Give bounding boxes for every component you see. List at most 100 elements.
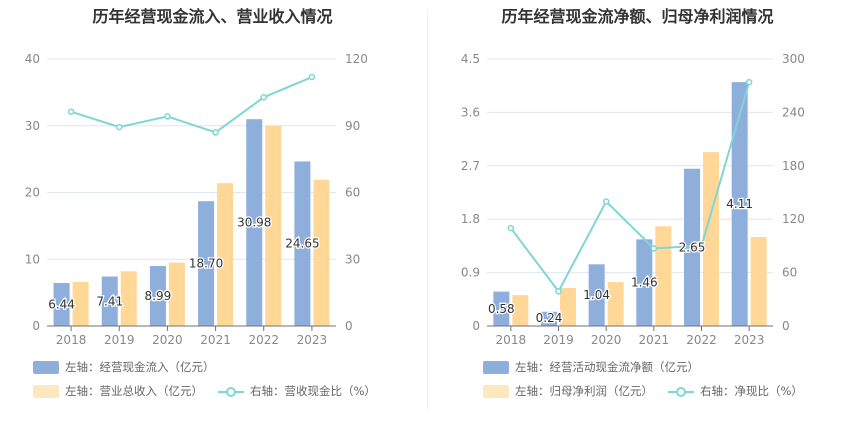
bar-左轴：经营现金流入（亿元） <box>101 276 118 326</box>
divider <box>427 10 428 410</box>
legend-swatch <box>483 360 509 374</box>
legend-item-series-3[interactable]: 右轴：净现比（%） <box>668 383 803 399</box>
x-axis-label: 2023 <box>297 333 328 347</box>
chart-title: 历年经营现金流入、营业收入情况 <box>92 7 333 26</box>
chart-title: 历年经营现金流净额、归母净利润情况 <box>501 7 774 26</box>
legend-label: 左轴：营业总收入（亿元） <box>65 384 203 398</box>
left-axis-tick: 40 <box>25 52 40 66</box>
line-point <box>212 129 219 136</box>
left-axis-tick: 4.5 <box>461 52 480 66</box>
legend-swatch <box>483 384 509 398</box>
legend-item-series-2[interactable]: 左轴：营业总收入（亿元） <box>33 383 203 399</box>
right-axis-tick: 180 <box>782 159 805 173</box>
left-axis-tick: 30 <box>25 119 40 133</box>
left-axis-tick: 10 <box>25 252 40 266</box>
legend-line-icon <box>668 385 694 398</box>
data-label: 8.99 <box>145 289 172 303</box>
chart-right: 0 0.9 1.8 2.7 3.6 4.5 0 60 120 180 240 300 2018 2019 2… <box>461 52 805 347</box>
line-point <box>260 94 267 101</box>
right-axis-tick: 0 <box>782 319 790 333</box>
data-label: 2.65 <box>679 240 706 254</box>
right-axis-tick: 300 <box>782 52 805 66</box>
line-右轴：营收现金比（%） <box>70 76 313 134</box>
legend-label: 右轴：营收现金比（%） <box>250 384 376 398</box>
legend-label: 左轴：经营现金流入（亿元） <box>65 360 215 374</box>
bar-左轴：归母净利润（亿元） <box>560 288 576 326</box>
data-label: 4.11 <box>726 197 753 211</box>
bar-左轴：经营现金流入（亿元） <box>198 201 215 326</box>
right-axis-tick: 60 <box>345 186 360 200</box>
bar-左轴：营业总收入（亿元） <box>72 281 89 326</box>
x-axis-label: 2022 <box>686 333 717 347</box>
bar-左轴：归母净利润（亿元） <box>607 282 624 326</box>
data-label: 0.58 <box>488 302 515 316</box>
left-axis-tick: 2.7 <box>461 159 480 173</box>
bar-左轴：经营活动现金流净额（亿元） <box>493 291 510 326</box>
left-axis-tick: 0.9 <box>461 266 480 280</box>
right-axis-tick: 120 <box>782 212 805 226</box>
bar-左轴：经营活动现金流净额（亿元） <box>541 311 557 326</box>
bar-左轴：经营现金流入（亿元） <box>246 119 263 327</box>
line-point <box>67 108 75 115</box>
line-point <box>602 198 610 205</box>
x-axis-label: 2023 <box>734 333 765 347</box>
line-point <box>164 113 171 120</box>
line-point <box>745 78 753 86</box>
bar-左轴：营业总收入（亿元） <box>217 183 234 326</box>
bar-左轴：经营活动现金流净额（亿元） <box>588 264 605 326</box>
bar-左轴：归母净利润（亿元） <box>703 152 719 326</box>
legend-label: 左轴：经营活动现金流净额（亿元） <box>515 360 699 374</box>
line-point <box>650 245 658 252</box>
data-label: 7.41 <box>96 294 123 308</box>
x-axis-label: 2020 <box>152 333 183 347</box>
data-label: 6.44 <box>48 298 75 312</box>
right-axis-tick: 240 <box>782 105 805 119</box>
bar-左轴：营业总收入（亿元） <box>168 262 185 326</box>
left-axis-tick: 0 <box>32 319 40 333</box>
left-axis-tick: 0 <box>472 319 480 333</box>
bar-左轴：经营现金流入（亿元） <box>294 161 311 326</box>
legend-item-series-3[interactable]: 右轴：营收现金比（%） <box>218 383 376 399</box>
bar-左轴：归母净利润（亿元） <box>750 237 767 326</box>
right-axis-tick: 30 <box>345 252 360 266</box>
x-axis-label: 2021 <box>639 333 670 347</box>
legend-label: 左轴：归母净利润（亿元） <box>515 384 653 398</box>
data-label: 1.46 <box>631 276 658 290</box>
x-axis-label: 2020 <box>591 333 622 347</box>
data-label: 1.04 <box>583 288 610 302</box>
bar-左轴：营业总收入（亿元） <box>265 125 282 326</box>
legend-item-series-1[interactable]: 左轴：经营现金流入（亿元） <box>33 359 215 375</box>
legend-item-series-2[interactable]: 左轴：归母净利润（亿元） <box>483 383 653 399</box>
left-axis-tick: 1.8 <box>461 212 480 226</box>
bar-左轴：营业总收入（亿元） <box>120 271 137 326</box>
line-point <box>507 224 515 232</box>
bar-左轴：经营活动现金流净额（亿元） <box>731 82 748 326</box>
x-axis-label: 2019 <box>543 333 574 347</box>
x-axis-label: 2021 <box>200 333 231 347</box>
line-右轴：净现比（%） <box>510 81 751 294</box>
bar-左轴：归母净利润（亿元） <box>655 226 672 326</box>
left-axis-tick: 3.6 <box>461 105 480 119</box>
bar-左轴：经营活动现金流净额（亿元） <box>684 168 700 326</box>
legend-label: 右轴：净现比（%） <box>700 384 803 398</box>
bar-左轴：营业总收入（亿元） <box>313 179 330 326</box>
data-label: 18.70 <box>189 257 223 271</box>
chart-panel-right: 历年经营现金流净额、归母净利润情况 0 0.9 1.8 2.7 3.6 4.5 0 60 120… <box>425 0 850 436</box>
right-axis-tick: 0 <box>345 319 353 333</box>
x-axis-label: 2019 <box>104 333 135 347</box>
right-axis-tick: 60 <box>782 266 797 280</box>
bar-左轴：经营活动现金流净额（亿元） <box>636 239 653 326</box>
x-axis-label: 2018 <box>496 333 527 347</box>
data-label: 24.65 <box>285 237 319 251</box>
right-axis-tick: 120 <box>345 52 368 66</box>
legend-item-series-1[interactable]: 左轴：经营活动现金流净额（亿元） <box>483 359 699 375</box>
line-point <box>308 73 316 81</box>
legend-swatch <box>33 360 59 374</box>
data-label: 30.98 <box>237 216 271 230</box>
line-point <box>698 242 705 250</box>
x-axis-label: 2022 <box>248 333 279 347</box>
bar-左轴：经营现金流入（亿元） <box>53 283 70 326</box>
line-point <box>555 288 562 295</box>
bar-左轴：归母净利润（亿元） <box>512 295 529 326</box>
right-axis-tick: 90 <box>345 119 360 133</box>
